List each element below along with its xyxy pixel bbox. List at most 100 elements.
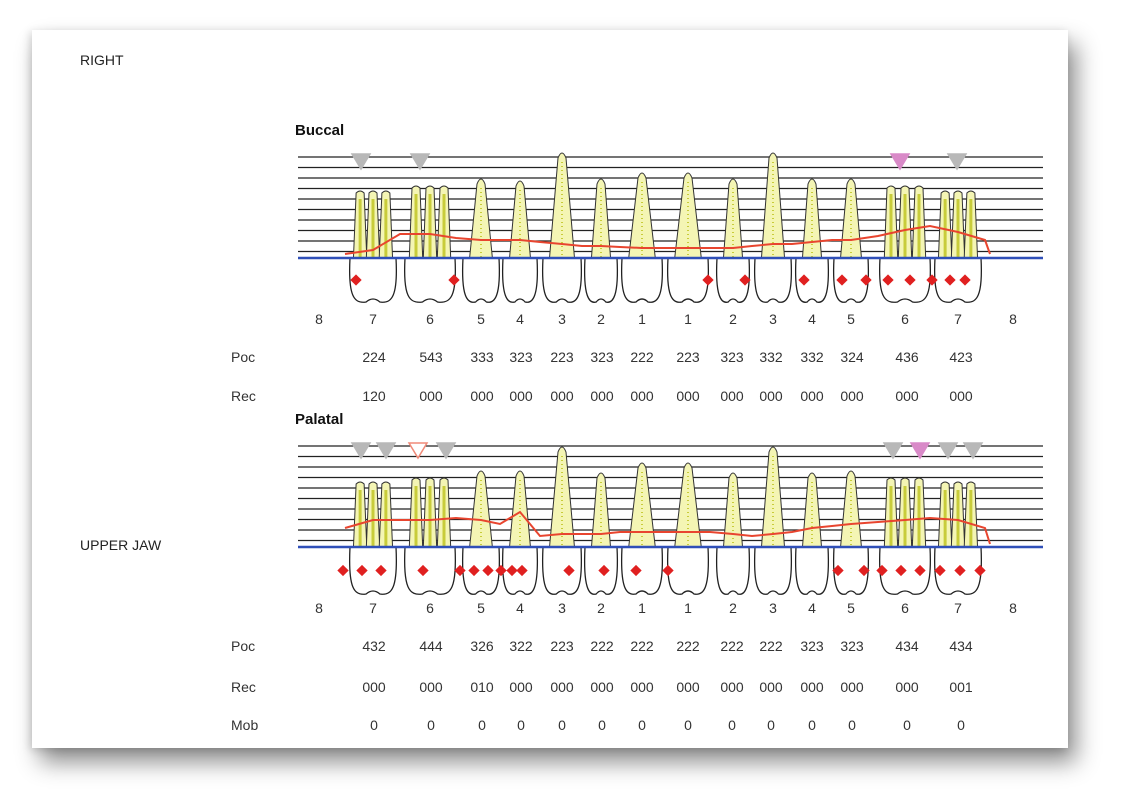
palatal-poc-value[interactable]: 222 (759, 638, 783, 654)
palatal-mob-value[interactable]: 0 (598, 717, 606, 733)
side-label: RIGHT (80, 52, 124, 68)
palatal-mob-value[interactable]: 0 (808, 717, 816, 733)
buccal-rec-value[interactable]: 000 (509, 388, 533, 404)
buccal-poc-value[interactable]: 423 (949, 349, 973, 365)
buccal-rec-value[interactable]: 000 (676, 388, 700, 404)
palatal-rec-value[interactable]: 000 (676, 679, 700, 695)
buccal-poc-value[interactable]: 323 (590, 349, 614, 365)
palatal-mob-value[interactable]: 0 (684, 717, 692, 733)
buccal-tooth-number: 1 (638, 311, 646, 327)
buccal-tooth-number: 7 (369, 311, 377, 327)
buccal-poc-value[interactable]: 324 (840, 349, 864, 365)
palatal-poc-value[interactable]: 432 (362, 638, 386, 654)
palatal-rec-value[interactable]: 000 (550, 679, 574, 695)
buccal-poc-value[interactable]: 333 (470, 349, 494, 365)
palatal-tooth-number: 2 (729, 600, 737, 616)
palatal-mob-value[interactable]: 0 (767, 717, 775, 733)
palatal-furcation-marker (937, 442, 959, 460)
buccal-tooth-number: 7 (954, 311, 962, 327)
palatal-tooth-number: 3 (769, 600, 777, 616)
buccal-poc-value[interactable]: 323 (720, 349, 744, 365)
buccal-rec-value[interactable]: 000 (720, 388, 744, 404)
palatal-poc-value[interactable]: 444 (419, 638, 443, 654)
buccal-rec-value[interactable]: 000 (949, 388, 973, 404)
buccal-bleeding-dot (882, 274, 894, 286)
palatal-furcation-marker (962, 442, 984, 460)
buccal-poc-value[interactable]: 224 (362, 349, 386, 365)
buccal-rec-value[interactable]: 000 (470, 388, 494, 404)
palatal-furcation-marker (909, 442, 931, 460)
palatal-rec-value[interactable]: 000 (419, 679, 443, 695)
palatal-poc-value[interactable]: 222 (676, 638, 700, 654)
palatal-rec-value[interactable]: 001 (949, 679, 973, 695)
palatal-poc-value[interactable]: 222 (630, 638, 654, 654)
buccal-rec-value[interactable]: 000 (419, 388, 443, 404)
palatal-rec-value[interactable]: 000 (800, 679, 824, 695)
palatal-rec-value[interactable]: 000 (840, 679, 864, 695)
palatal-mob-value[interactable]: 0 (903, 717, 911, 733)
palatal-poc-value[interactable]: 434 (949, 638, 973, 654)
buccal-poc-value[interactable]: 323 (509, 349, 533, 365)
palatal-tooth-number: 7 (954, 600, 962, 616)
palatal-furcation-marker (407, 442, 429, 460)
palatal-tooth-number: 3 (558, 600, 566, 616)
palatal-furcation-marker (435, 442, 457, 460)
palatal-mob-value[interactable]: 0 (638, 717, 646, 733)
buccal-tooth-root (722, 178, 744, 265)
buccal-rec-value[interactable]: 000 (550, 388, 574, 404)
palatal-rec-value[interactable]: 000 (509, 679, 533, 695)
palatal-poc-value[interactable]: 222 (590, 638, 614, 654)
palatal-tooth-crown (666, 546, 710, 595)
palatal-poc-value[interactable]: 223 (550, 638, 574, 654)
buccal-rec-value[interactable]: 000 (759, 388, 783, 404)
palatal-mob-value[interactable]: 0 (427, 717, 435, 733)
palatal-rec-value[interactable]: 000 (362, 679, 386, 695)
buccal-poc-value[interactable]: 543 (419, 349, 443, 365)
palatal-poc-value[interactable]: 323 (800, 638, 824, 654)
buccal-gingival-line (344, 224, 991, 255)
palatal-title: Palatal (295, 411, 344, 428)
palatal-tooth-crown (753, 546, 793, 595)
buccal-bleeding-dot (798, 274, 810, 286)
buccal-poc-value[interactable]: 332 (800, 349, 824, 365)
palatal-poc-value[interactable]: 322 (509, 638, 533, 654)
buccal-tooth-root (468, 178, 494, 265)
palatal-bleeding-dot (598, 564, 610, 577)
palatal-poc-value[interactable]: 222 (720, 638, 744, 654)
palatal-poc-value[interactable]: 323 (840, 638, 864, 654)
palatal-rec-value[interactable]: 000 (759, 679, 783, 695)
buccal-poc-value[interactable]: 222 (630, 349, 654, 365)
buccal-furcation-marker (889, 153, 911, 171)
buccal-bleeding-dot (944, 274, 956, 286)
buccal-tooth-crown (666, 257, 710, 303)
buccal-rec-value[interactable]: 000 (590, 388, 614, 404)
palatal-rec-value[interactable]: 000 (630, 679, 654, 695)
palatal-mob-value[interactable]: 0 (478, 717, 486, 733)
palatal-mob-value[interactable]: 0 (558, 717, 566, 733)
buccal-poc-value[interactable]: 436 (895, 349, 919, 365)
palatal-poc-value[interactable]: 434 (895, 638, 919, 654)
palatal-rec-value[interactable]: 000 (590, 679, 614, 695)
palatal-rec-value[interactable]: 010 (470, 679, 494, 695)
buccal-rec-value[interactable]: 000 (800, 388, 824, 404)
buccal-bleeding-dot (448, 274, 460, 286)
buccal-rec-value[interactable]: 120 (362, 388, 386, 404)
buccal-rec-value[interactable]: 000 (840, 388, 864, 404)
buccal-rec-value[interactable]: 000 (895, 388, 919, 404)
buccal-poc-value[interactable]: 223 (676, 349, 700, 365)
buccal-rec-value[interactable]: 000 (630, 388, 654, 404)
palatal-tooth-root (801, 472, 823, 554)
palatal-mob-value[interactable]: 0 (848, 717, 856, 733)
palatal-mob-value[interactable]: 0 (517, 717, 525, 733)
palatal-poc-value[interactable]: 326 (470, 638, 494, 654)
palatal-rec-value[interactable]: 000 (720, 679, 744, 695)
palatal-mob-value[interactable]: 0 (728, 717, 736, 733)
palatal-tooth-crown (832, 546, 870, 595)
buccal-poc-value[interactable]: 332 (759, 349, 783, 365)
palatal-mob-value[interactable]: 0 (370, 717, 378, 733)
palatal-mob-value[interactable]: 0 (957, 717, 965, 733)
buccal-poc-value[interactable]: 223 (550, 349, 574, 365)
palatal-tooth-number: 6 (901, 600, 909, 616)
palatal-rec-value[interactable]: 000 (895, 679, 919, 695)
buccal-furcation-marker (409, 153, 431, 171)
